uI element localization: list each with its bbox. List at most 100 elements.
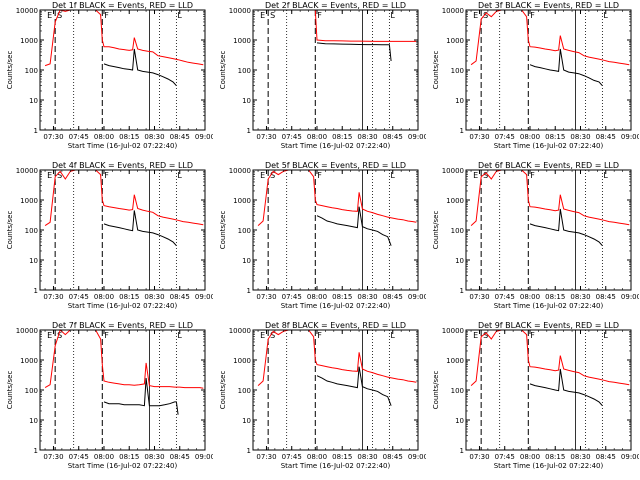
y-tick-label: 100 <box>451 387 464 395</box>
y-tick-label: 10 <box>242 417 251 425</box>
y-axis-label: Counts/sec <box>6 371 14 410</box>
detector-panel-3: Det 3f BLACK = Events, RED = LLD E S F L 1 10 1… <box>426 0 639 160</box>
x-axis-label: Start Time (16-Jul-02 07:22:40) <box>494 462 604 470</box>
marker-letter-label: F <box>530 171 535 180</box>
x-tick-label: 09:00 <box>408 453 426 461</box>
y-axis-label: Counts/sec <box>432 371 440 410</box>
series-line-events <box>103 378 179 415</box>
y-tick-label: 1000 <box>233 37 251 45</box>
y-tick-label: 1000 <box>20 197 38 205</box>
detector-panel-4: Det 4f BLACK = Events, RED = LLD E S F L 1 10 1… <box>0 160 213 320</box>
series-line-events <box>529 208 603 247</box>
y-tick-label: 100 <box>25 387 38 395</box>
x-tick-label: 08:30 <box>570 453 590 461</box>
x-tick-label: 07:30 <box>43 133 63 141</box>
x-axis-label: Start Time (16-Jul-02 07:22:40) <box>494 142 604 150</box>
y-tick-label: 1 <box>247 287 251 295</box>
y-tick-label: 10000 <box>442 327 464 335</box>
y-tick-label: 10000 <box>16 327 38 335</box>
marker-letter-label: E <box>47 11 52 20</box>
x-tick-label: 07:45 <box>282 453 302 461</box>
y-tick-label: 1 <box>460 287 464 295</box>
y-tick-label: 1 <box>247 127 251 135</box>
chart-title: Det 3f BLACK = Events, RED = LLD <box>478 1 619 10</box>
x-tick-label: 08:00 <box>307 133 327 141</box>
plot-frame <box>39 329 206 451</box>
marker-letter-label: S <box>270 331 275 340</box>
y-tick-label: 1 <box>34 127 38 135</box>
marker-letter-label: S <box>57 171 62 180</box>
detector-panel-2: Det 2f BLACK = Events, RED = LLD E S F L 1 10 1… <box>213 0 426 160</box>
y-tick-label: 100 <box>238 387 251 395</box>
chart-title: Det 5f BLACK = Events, RED = LLD <box>265 161 406 170</box>
y-tick-label: 1000 <box>233 197 251 205</box>
y-tick-label: 1000 <box>20 357 38 365</box>
x-tick-label: 08:15 <box>119 453 139 461</box>
x-tick-label: 08:30 <box>144 293 164 301</box>
x-tick-label: 09:00 <box>621 453 639 461</box>
x-tick-label: 09:00 <box>195 293 213 301</box>
marker-letter-label: S <box>483 11 488 20</box>
x-axis-label: Start Time (16-Jul-02 07:22:40) <box>281 142 391 150</box>
y-tick-label: 100 <box>25 227 38 235</box>
y-tick-label: 1000 <box>446 197 464 205</box>
y-tick-label: 1000 <box>233 357 251 365</box>
plot-frame <box>252 329 419 451</box>
x-tick-label: 07:30 <box>256 293 276 301</box>
plot-frame <box>39 169 206 291</box>
y-axis-label: Counts/sec <box>432 51 440 90</box>
x-tick-label: 08:00 <box>520 133 540 141</box>
x-tick-label: 09:00 <box>408 133 426 141</box>
y-tick-label: 10 <box>29 417 38 425</box>
y-tick-label: 100 <box>238 67 251 75</box>
chart-title: Det 8f BLACK = Events, RED = LLD <box>265 321 406 330</box>
x-tick-label: 07:45 <box>282 293 302 301</box>
marker-letter-label: F <box>530 331 535 340</box>
y-tick-label: 10 <box>29 97 38 105</box>
x-axis-label: Start Time (16-Jul-02 07:22:40) <box>68 462 178 470</box>
x-tick-label: 08:45 <box>596 133 616 141</box>
y-axis-label: Counts/sec <box>219 51 227 90</box>
x-tick-label: 08:15 <box>545 133 565 141</box>
y-tick-label: 10000 <box>442 167 464 175</box>
detector-panel-1: Det 1f BLACK = Events, RED = LLD E S F L 1 10 1… <box>0 0 213 160</box>
x-tick-label: 08:30 <box>570 293 590 301</box>
y-tick-label: 1 <box>460 447 464 455</box>
x-tick-label: 07:45 <box>495 133 515 141</box>
y-tick-label: 10 <box>242 257 251 265</box>
x-tick-label: 08:45 <box>170 453 190 461</box>
marker-letter-label: F <box>104 11 109 20</box>
series-line-events <box>529 48 603 87</box>
x-tick-label: 08:45 <box>170 293 190 301</box>
marker-letter-label: L <box>177 171 182 180</box>
series-line-events <box>103 210 177 247</box>
marker-letter-label: S <box>57 331 62 340</box>
y-tick-label: 10000 <box>229 7 251 15</box>
x-tick-label: 08:15 <box>119 133 139 141</box>
x-tick-label: 09:00 <box>621 293 639 301</box>
marker-letter-label: F <box>530 11 535 20</box>
x-tick-label: 07:30 <box>256 453 276 461</box>
plot-frame <box>465 169 632 291</box>
y-tick-label: 100 <box>451 227 464 235</box>
x-tick-label: 07:30 <box>469 133 489 141</box>
y-tick-label: 1 <box>247 447 251 455</box>
series-line-events <box>316 366 392 406</box>
chart-title: Det 1f BLACK = Events, RED = LLD <box>52 1 193 10</box>
x-tick-label: 09:00 <box>195 453 213 461</box>
series-line-events <box>316 42 392 62</box>
x-tick-label: 07:45 <box>282 133 302 141</box>
y-tick-label: 10 <box>455 257 464 265</box>
marker-letter-label: L <box>603 171 608 180</box>
x-tick-label: 07:45 <box>495 293 515 301</box>
marker-letter-label: L <box>603 331 608 340</box>
marker-letter-label: L <box>390 171 395 180</box>
marker-letter-label: S <box>57 11 62 20</box>
y-tick-label: 100 <box>451 67 464 75</box>
x-tick-label: 08:00 <box>307 453 327 461</box>
detector-panel-7: Det 7f BLACK = Events, RED = LLD E S F L 1 10 1… <box>0 320 213 480</box>
x-tick-label: 08:45 <box>383 293 403 301</box>
y-tick-label: 1 <box>460 127 464 135</box>
